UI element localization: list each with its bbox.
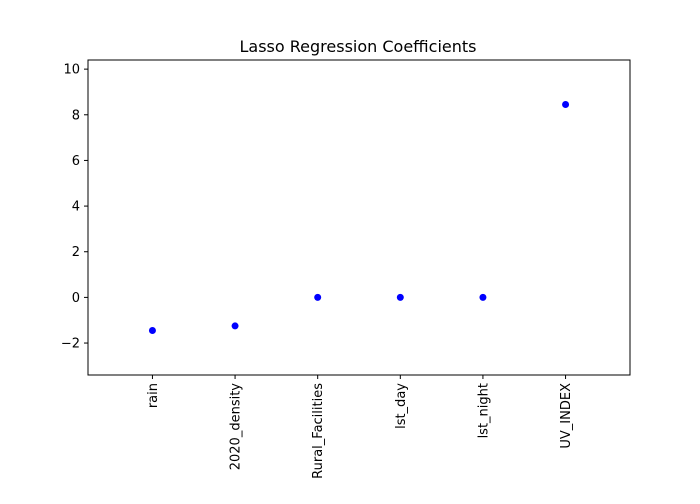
y-tick-label: −2 <box>61 337 80 352</box>
axes-layer <box>87 59 631 376</box>
data-point-rain <box>148 326 156 334</box>
x-tick-label: 2020_density <box>229 383 244 471</box>
x-tick-label: rain <box>146 383 161 408</box>
data-points <box>148 101 570 334</box>
y-tick-label: 0 <box>72 291 80 306</box>
data-point-lst_day <box>396 293 404 301</box>
data-point-2020_density <box>231 322 239 330</box>
chart-title: Lasso Regression Coefficients <box>240 37 477 56</box>
data-point-Rural_Facilities <box>314 293 322 301</box>
x-tick-label: Rural_Facilities <box>311 383 326 479</box>
y-tick-label: 2 <box>72 245 80 260</box>
x-tick-label: lst_night <box>476 383 491 438</box>
data-point-lst_night <box>479 293 487 301</box>
y-tick-label: 8 <box>72 108 80 123</box>
x-tick-label: lst_day <box>394 383 409 429</box>
y-tick-label: 4 <box>72 200 80 215</box>
y-tick-label: 10 <box>63 63 80 78</box>
y-axis-ticks: −2 0 2 4 6 8 10 <box>61 63 88 352</box>
x-tick-label: UV_INDEX <box>559 383 574 449</box>
y-tick-label: 6 <box>72 154 80 169</box>
x-axis-ticks: rain 2020_density Rural_Facilities lst_day l… <box>146 375 574 479</box>
data-point-UV_INDEX <box>562 101 570 109</box>
plot-frame <box>87 59 631 376</box>
